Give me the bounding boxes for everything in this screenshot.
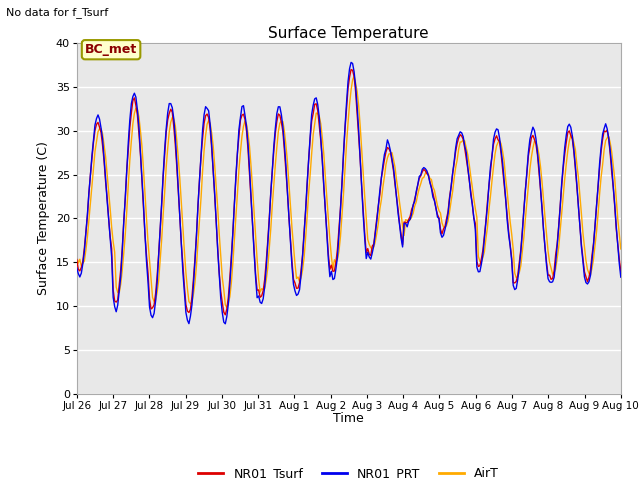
Title: Surface Temperature: Surface Temperature [269, 25, 429, 41]
Y-axis label: Surface Temperature (C): Surface Temperature (C) [37, 142, 50, 295]
X-axis label: Time: Time [333, 412, 364, 425]
Text: No data for f_Tsurf: No data for f_Tsurf [6, 7, 109, 18]
Legend: NR01_Tsurf, NR01_PRT, AirT: NR01_Tsurf, NR01_PRT, AirT [193, 462, 504, 480]
Text: BC_met: BC_met [85, 43, 137, 56]
